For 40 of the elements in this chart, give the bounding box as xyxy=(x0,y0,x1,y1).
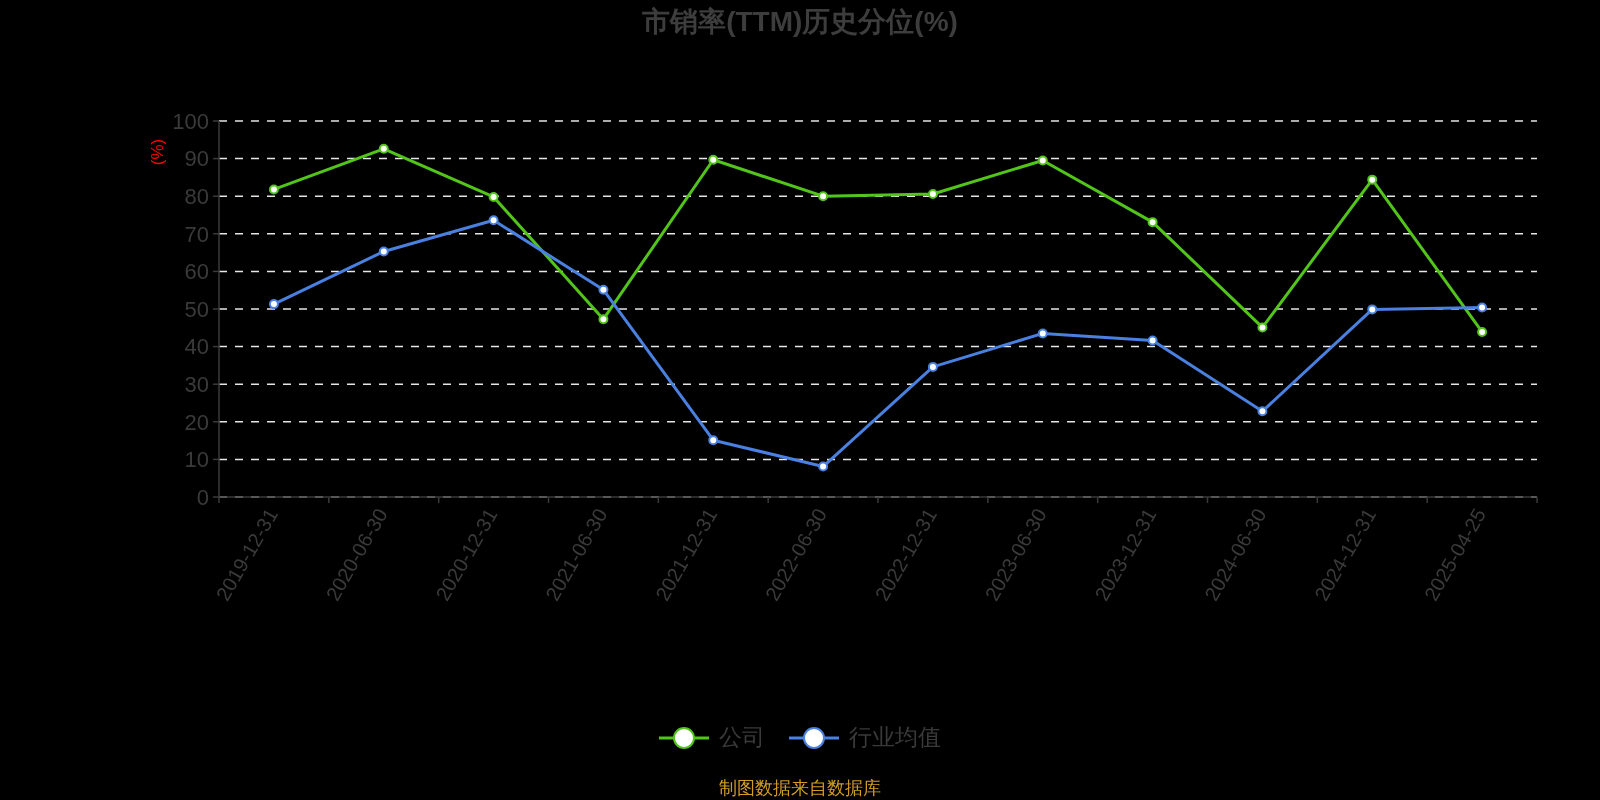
point xyxy=(268,184,279,195)
point xyxy=(1257,406,1268,417)
point xyxy=(708,435,719,446)
y-tick-label: 100 xyxy=(172,108,209,134)
legend-label: 行业均值 xyxy=(849,723,941,752)
point xyxy=(1367,174,1378,185)
point xyxy=(488,191,499,202)
y-tick-label: 40 xyxy=(184,334,209,360)
text: 制图数据来自数据库 xyxy=(718,777,882,799)
y-tick-label: 70 xyxy=(184,221,209,247)
point xyxy=(1257,322,1268,333)
point xyxy=(1147,335,1158,346)
point xyxy=(927,361,938,372)
y-tick-label: 80 xyxy=(184,184,209,210)
y-tick-label: 10 xyxy=(184,447,209,473)
y-tick-label: 30 xyxy=(184,372,209,398)
chart-title: 市销率(TTM)历史分位(%) xyxy=(641,5,959,39)
y-tick-label: 0 xyxy=(196,484,209,510)
point xyxy=(708,154,719,165)
point xyxy=(818,461,829,472)
point xyxy=(488,215,499,226)
point xyxy=(378,143,389,154)
point xyxy=(1037,155,1048,166)
point xyxy=(1477,302,1488,313)
legend-label: 公司 xyxy=(719,723,765,752)
point xyxy=(598,314,609,325)
point xyxy=(1147,217,1158,228)
point xyxy=(1037,328,1048,339)
y-tick-label: 20 xyxy=(184,409,209,435)
point xyxy=(818,191,829,202)
y-axis-title: (%) xyxy=(147,137,168,168)
point xyxy=(378,246,389,257)
point xyxy=(598,284,609,295)
point xyxy=(1477,326,1488,337)
y-tick-label: 60 xyxy=(184,259,209,285)
y-tick-label: 90 xyxy=(184,146,209,172)
y-tick-label: 50 xyxy=(184,296,209,322)
point xyxy=(268,299,279,310)
point xyxy=(927,188,938,199)
point xyxy=(1367,304,1378,315)
